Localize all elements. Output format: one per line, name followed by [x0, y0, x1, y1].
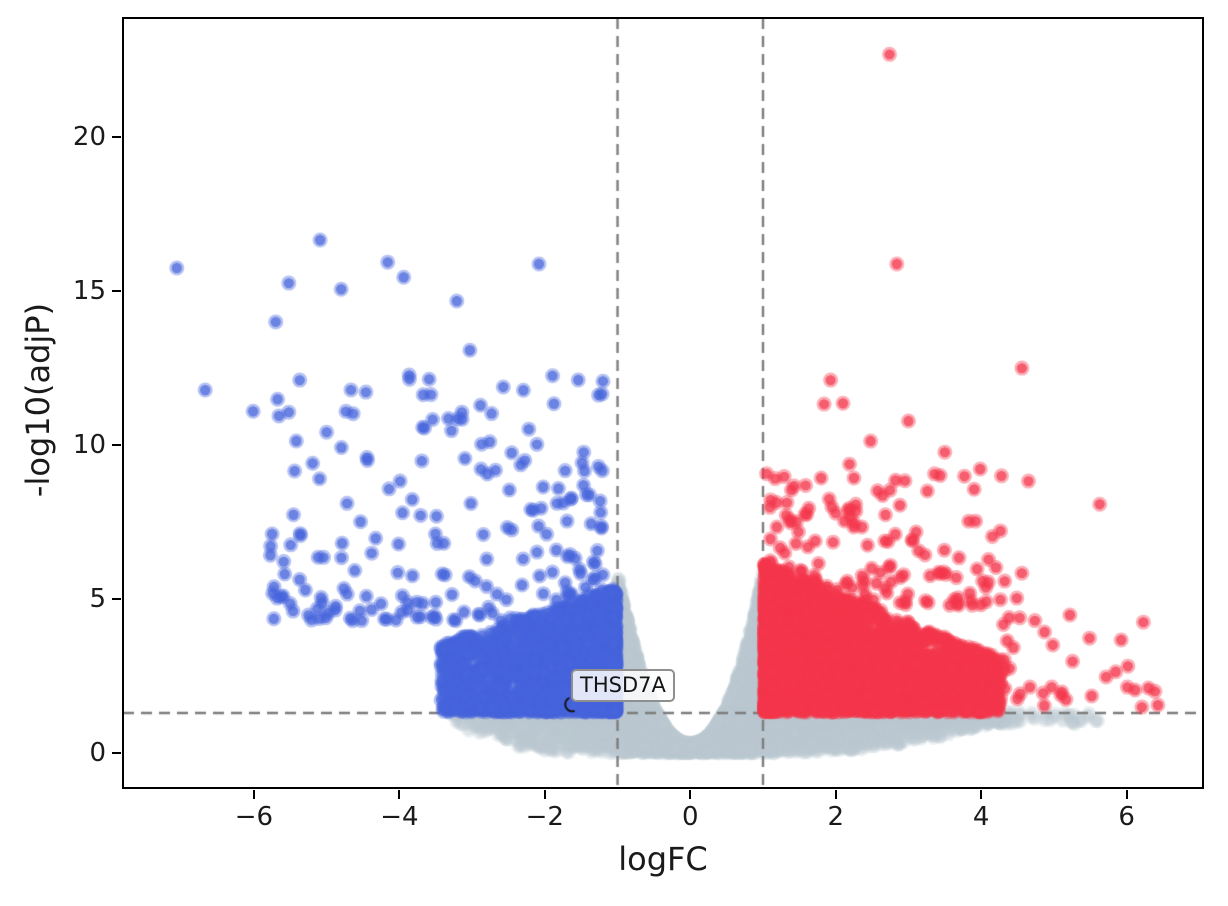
x-axis-label: logFC	[618, 840, 708, 878]
y-tick-label: 0	[89, 737, 106, 768]
x-tick-label: 0	[681, 802, 699, 832]
y-tick-label: 10	[72, 430, 106, 461]
x-tick-label: −6	[234, 802, 274, 832]
x-tick-label: −2	[525, 802, 564, 832]
y-tick-label: 20	[72, 122, 106, 153]
y-tick-mark	[112, 290, 121, 293]
y-tick-mark	[112, 136, 121, 139]
x-tick-label: 6	[1118, 802, 1135, 832]
x-tick-mark	[980, 790, 983, 799]
x-tick-mark	[252, 790, 255, 799]
y-axis-label: -log10(adjP)	[19, 302, 57, 498]
x-tick-mark	[543, 790, 546, 799]
gene-annotation-label: THSD7A	[571, 669, 675, 703]
y-tick-mark	[112, 751, 121, 754]
x-tick-mark	[689, 790, 692, 799]
x-tick-mark	[834, 790, 837, 799]
y-tick-label: 5	[89, 584, 106, 615]
y-tick-label: 15	[72, 276, 106, 307]
y-tick-mark	[112, 598, 121, 601]
x-tick-label: 2	[827, 802, 844, 832]
y-tick-mark	[112, 444, 121, 447]
x-tick-label: 4	[972, 802, 990, 832]
x-tick-label: −4	[380, 802, 419, 832]
x-tick-mark	[398, 790, 401, 799]
x-tick-mark	[1125, 790, 1128, 799]
